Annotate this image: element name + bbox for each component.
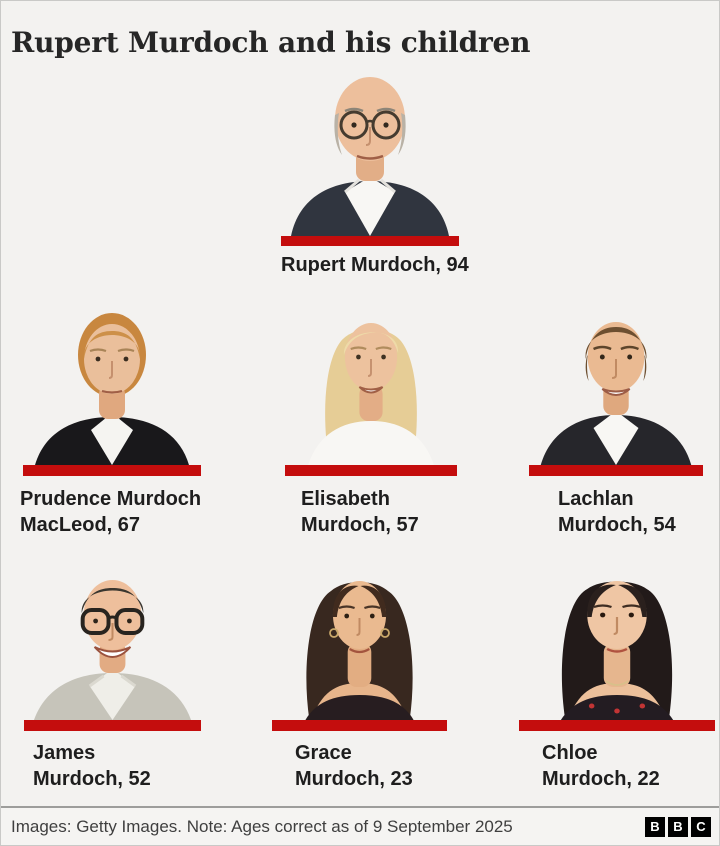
photo-prudence-murdoch-macleod [23,301,201,465]
name-line: Murdoch, 52 [33,768,151,790]
person-card-james: James Murdoch, 52 [24,561,201,792]
portrait-james-illustration [33,580,192,720]
photo-james-murdoch [24,561,201,720]
photo-underline-bar [285,465,457,476]
name-line: Rupert Murdoch, 94 [281,254,469,276]
person-card-lachlan: Lachlan Murdoch, 54 [529,301,703,538]
name-line: MacLeod, 67 [20,514,141,536]
bbc-logo-block-b2: B [668,816,688,837]
person-name-label: James Murdoch, 52 [33,740,201,792]
photo-grace-murdoch [272,561,447,720]
name-line: Murdoch, 22 [542,768,660,790]
photo-underline-bar [272,720,447,731]
page-title: Rupert Murdoch and his children [11,25,531,59]
photo-underline-bar [529,465,703,476]
person-name-label: Rupert Murdoch, 94 [281,252,469,278]
bbc-logo-block-c: C [691,816,711,837]
photo-underline-bar [23,465,201,476]
name-line: Murdoch, 57 [301,514,419,536]
person-name-label: Prudence Murdoch MacLeod, 67 [20,486,201,538]
person-name-label: Chloe Murdoch, 22 [542,740,715,792]
photo-lachlan-murdoch [529,301,703,465]
bbc-logo: B B C [645,816,711,837]
person-name-label: Grace Murdoch, 23 [295,740,447,792]
bbc-logo-block-b1: B [645,816,665,837]
person-name-label: Elisabeth Murdoch, 57 [301,486,457,538]
person-name-label: Lachlan Murdoch, 54 [558,486,703,538]
person-card-grace: Grace Murdoch, 23 [272,561,447,792]
name-line: Grace [295,742,352,764]
person-card-prudence: Prudence Murdoch MacLeod, 67 [20,301,201,538]
name-line: James [33,742,96,764]
name-line: Murdoch, 23 [295,768,413,790]
name-line: Prudence Murdoch [20,488,202,510]
photo-chloe-murdoch [519,561,715,720]
footer-divider [1,806,719,808]
photo-rupert-murdoch [281,59,459,236]
person-card-chloe: Chloe Murdoch, 22 [519,561,715,792]
portrait-grace-illustration [305,581,414,720]
portrait-elisabeth-illustration [308,323,434,465]
portrait-lachlan-illustration [540,322,692,465]
photo-underline-bar [281,236,459,246]
person-card-elisabeth: Elisabeth Murdoch, 57 [285,301,457,538]
name-line: Murdoch, 54 [558,514,676,536]
name-line: Elisabeth [301,488,390,510]
photo-elisabeth-murdoch [285,301,457,465]
footer: Images: Getty Images. Note: Ages correct… [1,808,719,845]
photo-underline-bar [519,720,715,731]
person-card-rupert: Rupert Murdoch, 94 [281,59,469,278]
name-line: Chloe [542,742,598,764]
portrait-prudence-illustration [35,313,189,465]
portrait-chloe-illustration [560,581,674,720]
image-credit-text: Images: Getty Images. Note: Ages correct… [11,816,513,836]
portrait-rupert-illustration [291,77,449,236]
name-line: Lachlan [558,488,634,510]
photo-underline-bar [24,720,201,731]
